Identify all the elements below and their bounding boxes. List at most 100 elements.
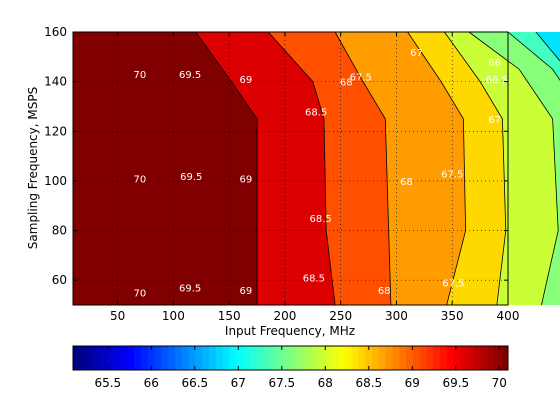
colorbar-tick-label: 65.5: [94, 376, 121, 390]
contour-label: 68: [340, 78, 353, 89]
colorbar-segment: [161, 346, 169, 370]
contour-label: 68.5: [309, 214, 331, 225]
contour-fill: [73, 32, 560, 305]
colorbar-segment: [120, 346, 128, 370]
contour-line-69.5: [267, 31, 336, 306]
plot-frame: [72, 31, 509, 306]
colorbar-segment: [317, 346, 325, 370]
colorbar-segment: [134, 346, 142, 370]
contour-label: 69.5: [180, 172, 202, 183]
colorbar-segment: [249, 346, 258, 370]
y-tick-label: 120: [44, 124, 67, 138]
colorbar-segment: [168, 346, 176, 370]
contour-label: 66.5: [486, 75, 508, 86]
contour-label: 70: [134, 174, 147, 185]
colorbar-segment: [188, 346, 196, 370]
colorbar-frame: [72, 345, 509, 371]
colorbar-segment: [147, 346, 156, 370]
colorbar-segment: [406, 346, 414, 370]
x-tick-label: 200: [273, 309, 296, 323]
grid-lines: [73, 32, 508, 305]
y-tick-label: 140: [44, 75, 67, 89]
colorbar-segment: [256, 346, 264, 370]
colorbar-segment: [487, 346, 495, 370]
colorbar-segment: [412, 346, 421, 370]
contour-label: 70: [134, 289, 147, 300]
colorbar-segment: [433, 346, 441, 370]
colorbar-segment: [181, 346, 190, 370]
colorbar-tick-label: 67: [231, 376, 246, 390]
colorbar-segment: [127, 346, 135, 370]
x-tick-label: 400: [497, 309, 520, 323]
contour-label: 67: [488, 115, 501, 126]
colorbar-segment: [215, 346, 224, 370]
colorbar-tick-label: 69: [405, 376, 420, 390]
colorbar-segment: [73, 346, 81, 370]
contour-line-68: [444, 31, 507, 306]
contour-label: 68: [378, 286, 391, 297]
colorbar-segment: [351, 346, 359, 370]
y-tick-label: 100: [44, 174, 67, 188]
colorbar-segment: [106, 346, 115, 370]
colorbar-segment: [324, 346, 332, 370]
colorbar-segment: [494, 346, 502, 370]
contour-label: 70: [134, 70, 147, 81]
colorbar-segment: [310, 346, 319, 370]
colorbar-segment: [174, 346, 183, 370]
colorbar-segment: [113, 346, 122, 370]
colorbar-segment: [338, 346, 346, 370]
colorbar-segment: [263, 346, 271, 370]
contour-lines: [195, 31, 560, 306]
colorbar-segment: [140, 346, 149, 370]
colorbar-tick-label: 69.5: [442, 376, 469, 390]
colorbar-segment: [385, 346, 393, 370]
contour-label: 68.5: [303, 274, 325, 285]
colorbar-segment: [86, 346, 94, 370]
colorbar-tick-label: 68.5: [355, 376, 382, 390]
x-tick-label: 100: [162, 309, 185, 323]
contour-line-69: [334, 31, 392, 306]
colorbar: 65.5 66 66.5 67 67.5 68 68.5 69 69.5 70: [72, 345, 509, 390]
colorbar-segment: [195, 346, 203, 370]
colorbar-segment: [154, 346, 162, 370]
contour-line-67.5: [468, 31, 559, 306]
contour-label: 69: [240, 174, 253, 185]
colorbar-segment: [242, 346, 251, 370]
colorbar-segment: [453, 346, 461, 370]
colorbar-segment: [467, 346, 475, 370]
contour-label: 67.5: [350, 73, 372, 84]
contour-label: 69.5: [179, 284, 201, 295]
colorbar-segment: [331, 346, 339, 370]
colorbar-segment: [460, 346, 468, 370]
colorbar-segment: [399, 346, 407, 370]
contour-label: 69: [240, 286, 253, 297]
colorbar-tick-label: 68: [318, 376, 333, 390]
contour-label: 68: [400, 177, 413, 188]
contour-line-67: [507, 31, 560, 81]
colorbar-segment: [392, 346, 400, 370]
colorbar-segment: [79, 346, 88, 370]
contour-label: 69: [240, 75, 253, 86]
colorbar-segment: [290, 346, 298, 370]
colorbar-tick-label: 66: [144, 376, 159, 390]
contour-band-70: [73, 32, 258, 305]
axis-ticks: 50 100 150 200 250 300 350 400 60 80 100 120 140 160: [44, 25, 519, 323]
colorbar-segment: [297, 346, 305, 370]
colorbar-segment: [474, 346, 482, 370]
colorbar-tick-label: 70: [492, 376, 507, 390]
colorbar-segment: [304, 346, 312, 370]
colorbar-segment: [208, 346, 217, 370]
contour-label: 67: [410, 48, 423, 59]
colorbar-segment: [283, 346, 291, 370]
contour-label: 66: [488, 58, 501, 69]
colorbar-segment: [372, 346, 380, 370]
colorbar-segment: [276, 346, 285, 370]
colorbar-segment: [344, 346, 353, 370]
contour-label: 68.5: [305, 107, 327, 118]
x-tick-label: 150: [218, 309, 241, 323]
contour-line-68.5: [407, 31, 467, 306]
colorbar-segment: [501, 346, 509, 370]
colorbar-segment: [419, 346, 427, 370]
colorbar-segment: [358, 346, 366, 370]
